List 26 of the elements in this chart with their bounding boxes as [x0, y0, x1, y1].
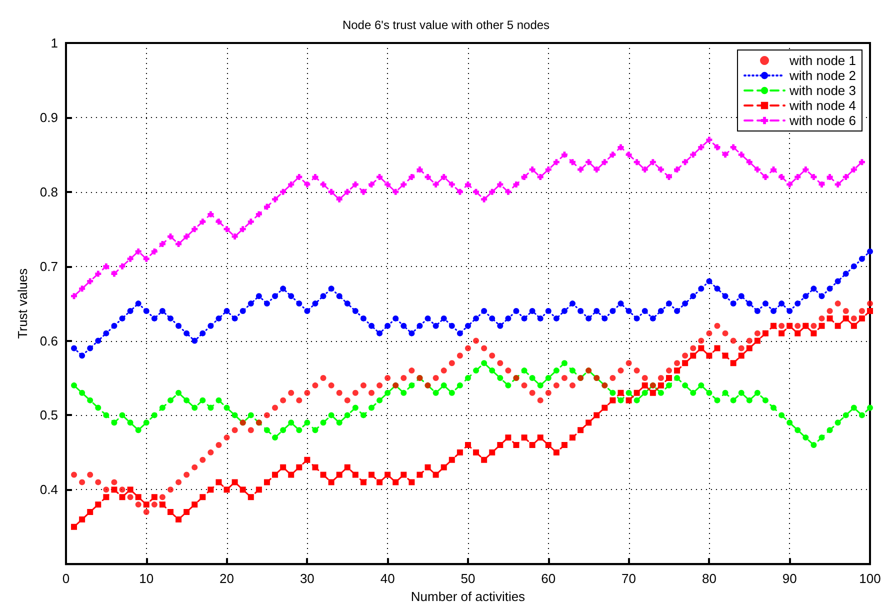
x-axis-title: Number of activities — [410, 589, 526, 604]
x-tick-label: 20 — [220, 571, 234, 586]
x-tick-label: 60 — [541, 571, 556, 586]
legend-label: with node 4 — [788, 98, 856, 113]
x-tick-label: 70 — [622, 571, 636, 586]
x-tick-label: 90 — [782, 571, 797, 586]
chart-title: Node 6's trust value with other 5 nodes — [342, 18, 550, 32]
legend-label: with node 1 — [788, 53, 856, 68]
x-tick-label: 40 — [380, 571, 395, 586]
y-tick-label: 0.7 — [40, 258, 58, 274]
x-tick-label: 100 — [859, 571, 881, 586]
x-tick-label: 80 — [702, 571, 716, 586]
x-tick-label: 10 — [139, 571, 154, 586]
y-tick-label: 0.6 — [40, 333, 58, 348]
y-tick-label: 0.5 — [40, 408, 58, 423]
y-tick-label: 0.8 — [40, 184, 58, 200]
legend-label: with node 2 — [788, 68, 856, 83]
y-tick-label: 0.9 — [40, 110, 58, 125]
x-tick-label: 30 — [300, 571, 314, 586]
y-tick-label: 1 — [50, 36, 58, 50]
legend-label: with node 6 — [788, 113, 856, 128]
y-tick-label: 0.4 — [40, 482, 58, 498]
x-tick-label: 50 — [460, 571, 476, 586]
x-tick-label: 0 — [62, 571, 70, 586]
y-axis-title: Trust values — [15, 268, 30, 339]
legend-label: with node 3 — [788, 83, 856, 98]
